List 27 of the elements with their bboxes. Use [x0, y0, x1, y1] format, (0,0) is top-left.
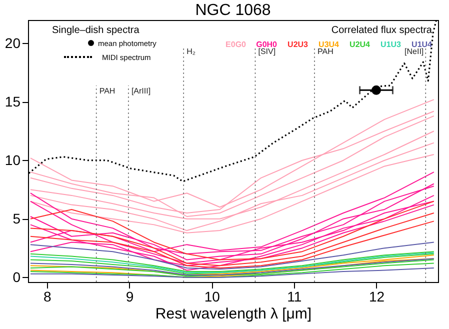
- text: U1U3: [380, 40, 402, 49]
- ref-line-label: H₂: [186, 47, 196, 56]
- x-tick-label: 9: [126, 288, 134, 304]
- y-tick-label: 20: [4, 34, 21, 51]
- x-axis-title: Rest wavelength λ [μm]: [155, 306, 312, 322]
- chart-title: NGC 1068: [195, 2, 271, 19]
- text: U2U4: [350, 40, 371, 49]
- ref-line-label: [SIV]: [258, 47, 276, 56]
- text: G0H0: [256, 40, 278, 49]
- ref-line-label: [NeII]: [404, 47, 424, 56]
- x-tick-label: 8: [44, 288, 52, 304]
- x-tick-label: 11: [287, 288, 302, 304]
- text: E0G0: [226, 40, 247, 49]
- x-tick-label: 10: [204, 288, 220, 304]
- y-tick-label: 5: [12, 210, 21, 226]
- y-tick-label: 10: [4, 152, 21, 168]
- ref-line-label: PAH: [99, 86, 116, 96]
- ref-line-label: PAH: [318, 47, 334, 56]
- x-tick-label: 12: [368, 288, 385, 304]
- text: U2U3: [288, 40, 309, 49]
- y-tick-label: 0: [12, 268, 21, 285]
- annotation: Single–dish spectra: [52, 25, 140, 36]
- ref-line-label: [ArIII]: [131, 86, 151, 96]
- legend-title: Correlated flux spectra: [331, 25, 432, 36]
- text: U1U4: [412, 40, 433, 49]
- y-tick-label: 15: [4, 93, 21, 110]
- text: U3U4: [318, 40, 340, 49]
